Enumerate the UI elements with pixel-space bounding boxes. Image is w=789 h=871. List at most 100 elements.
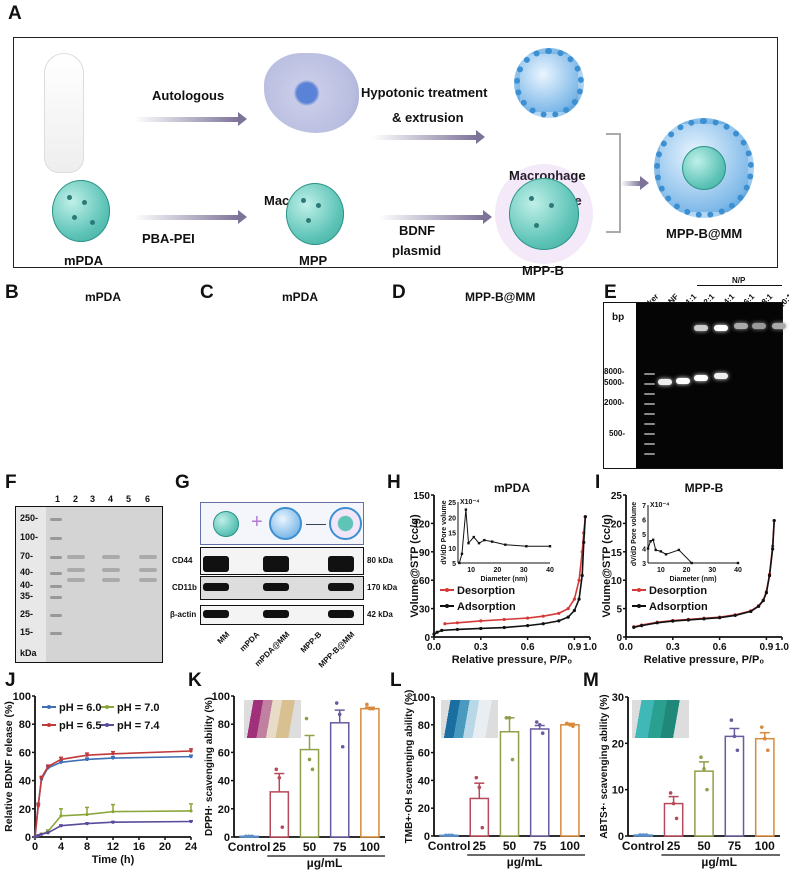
inset-point [483, 538, 486, 542]
data-point [111, 752, 115, 756]
ladder-band [50, 556, 62, 559]
data-point [443, 622, 447, 626]
y-tick-label: 0 [616, 633, 622, 644]
inset-y-label: dV/dD Pore volume [631, 502, 638, 566]
dna-band [734, 323, 748, 329]
protein-band [328, 556, 354, 572]
y-tick-label: 10 [611, 576, 623, 587]
panel-label-b: B [5, 282, 19, 303]
data-point [46, 831, 50, 835]
x-tick-label: 0.9 [759, 642, 773, 653]
mw-marker: 40- [20, 567, 34, 577]
category-label: 75 [533, 839, 547, 853]
y-tick-label: 40 [19, 776, 31, 788]
mppb-mm-core [682, 146, 726, 190]
panel-label-l: L [390, 670, 402, 691]
label-pba-pei: PBA-PEI [142, 231, 195, 246]
dna-band [694, 375, 708, 381]
replicate-point [371, 706, 375, 711]
data-point [46, 764, 50, 769]
data-point [718, 616, 722, 620]
mw-marker: 35- [20, 591, 34, 601]
ladder-band [50, 632, 62, 635]
protein-band [102, 578, 120, 582]
dna-band [772, 323, 786, 329]
replicate-point [277, 775, 282, 780]
bar [329, 722, 350, 838]
ladder-band [644, 403, 655, 405]
tmb-vials-photo [441, 700, 498, 738]
protein-band [139, 578, 157, 582]
data-point [733, 613, 737, 618]
series-line [34, 750, 192, 838]
data-point [59, 757, 63, 762]
dna-band [714, 325, 728, 331]
ladder-band [644, 413, 655, 415]
category-label: 25 [667, 839, 681, 853]
tem-image-mppb-mm [405, 305, 590, 470]
data-point [557, 611, 561, 615]
y-axis-label: DPPH· scavenging ability (%) [204, 697, 215, 836]
label-mpda: mPDA [64, 253, 104, 268]
mw-marker: 15- [20, 627, 34, 637]
ladder-band [644, 433, 655, 435]
replicate-point [304, 716, 309, 721]
legend-marker [105, 705, 109, 709]
data-point [566, 607, 570, 611]
x-tick-label: 0.3 [666, 642, 680, 653]
chart-K [231, 695, 385, 857]
inset-y-tick-label: 3 [642, 561, 646, 568]
scale-bar [164, 461, 192, 464]
blot-row-label: CD44 [172, 556, 193, 565]
y-tick-label: 120 [413, 519, 430, 530]
data-point [39, 832, 44, 836]
category-label: Control [228, 840, 271, 854]
arrow-icon [306, 524, 326, 525]
category-label: 50 [697, 839, 711, 853]
inset-x-tick-label: 40 [734, 567, 742, 574]
chart-I [623, 494, 783, 640]
data-point [85, 812, 89, 817]
y-tick-label: 0 [25, 832, 31, 844]
blot-kda-label: 80 kDa [367, 556, 393, 565]
data-point [582, 540, 586, 544]
data-point [33, 835, 37, 839]
x-tick-label: 0.0 [427, 642, 441, 653]
inset-point [464, 508, 468, 511]
y-tick-label: 20 [611, 519, 623, 530]
legend-marker [445, 604, 449, 608]
protein-band [139, 568, 157, 572]
legend-label: Adsorption [457, 601, 516, 613]
inset-point [458, 561, 461, 565]
replicate-point [507, 716, 512, 720]
panel-label-g: G [175, 472, 190, 493]
scale-bar [552, 461, 580, 464]
x-axis-label: Relative pressure, P/P₀ [452, 654, 573, 666]
replicate-point [540, 731, 545, 735]
agarose-gel-image [636, 303, 786, 468]
legend-marker [445, 588, 449, 592]
replicate-point [705, 787, 709, 792]
replicate-point [638, 833, 642, 837]
replicate-point [735, 748, 740, 753]
lane-number: 2 [73, 494, 79, 504]
dna-band [694, 325, 708, 331]
arrow-bdnf [379, 210, 492, 224]
marker-500: 500- [609, 429, 626, 438]
y-tick-label: 0 [224, 832, 230, 844]
replicate-point [334, 701, 339, 705]
y-tick-label: 20 [418, 803, 430, 815]
category-label: 100 [360, 840, 380, 854]
arrow-hypotonic [372, 130, 485, 144]
data-point [577, 578, 581, 582]
data-point [189, 809, 193, 813]
panel-label-f: F [5, 472, 17, 493]
replicate-point [337, 712, 342, 717]
chart-title: MPP-B [685, 481, 724, 495]
bar [754, 737, 775, 837]
chart-L [431, 696, 585, 856]
data-point [749, 609, 753, 614]
label-mpp: MPP [299, 253, 328, 268]
ladder-band [644, 393, 655, 395]
